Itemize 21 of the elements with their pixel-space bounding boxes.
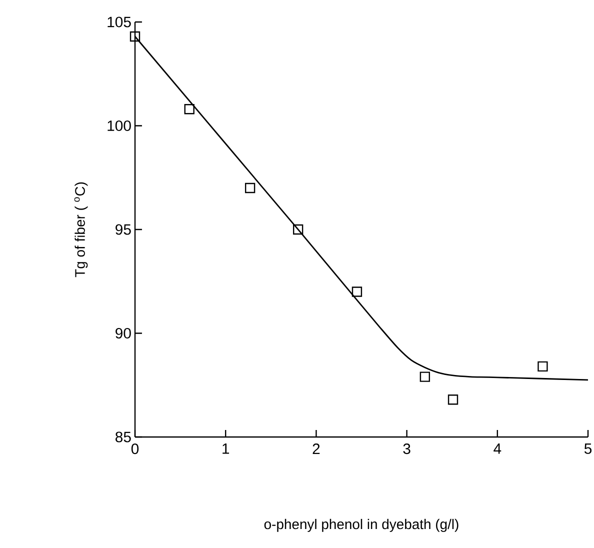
x-tick-label: 4 bbox=[494, 444, 502, 454]
point bbox=[352, 286, 362, 297]
x-tick-label: 1 bbox=[222, 444, 230, 454]
y-tick-label: 100 bbox=[108, 120, 131, 132]
x-tick-label: 2 bbox=[312, 444, 320, 454]
x-tick-label: 0 bbox=[131, 444, 139, 454]
x-tick-label: 3 bbox=[403, 444, 410, 454]
point bbox=[448, 394, 458, 405]
y-tick-label: 95 bbox=[116, 224, 131, 235]
x-axis-title: o-phenyl phenol in dyebath (g/l) bbox=[264, 518, 458, 532]
x-tick-label: 5 bbox=[584, 444, 592, 454]
y-axis-title: Tg of fiber ( $^{o}$C) bbox=[74, 182, 88, 278]
point bbox=[293, 224, 304, 235]
point bbox=[130, 31, 140, 42]
y-tick-label: 90 bbox=[116, 328, 131, 339]
y-tick-label: 105 bbox=[108, 16, 131, 28]
point bbox=[244, 182, 256, 194]
point bbox=[420, 372, 430, 382]
y-tick-label: 85 bbox=[116, 432, 131, 442]
point bbox=[184, 104, 194, 114]
point bbox=[538, 361, 548, 372]
